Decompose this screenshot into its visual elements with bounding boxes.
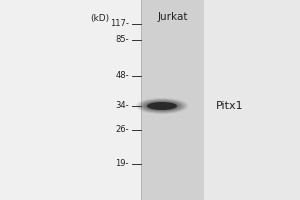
Ellipse shape <box>138 99 186 113</box>
Ellipse shape <box>142 100 182 112</box>
Text: 19-: 19- <box>116 160 129 168</box>
Bar <box>141 0 204 200</box>
Ellipse shape <box>147 102 177 110</box>
Text: 48-: 48- <box>116 72 129 80</box>
Ellipse shape <box>147 102 177 110</box>
Ellipse shape <box>140 100 184 112</box>
Text: 85-: 85- <box>116 36 129 45</box>
Text: 117-: 117- <box>110 20 129 28</box>
Text: Jurkat: Jurkat <box>157 12 188 22</box>
Text: 34-: 34- <box>116 102 129 110</box>
Bar <box>204 0 300 200</box>
Text: Pitx1: Pitx1 <box>216 101 244 111</box>
Ellipse shape <box>145 101 179 111</box>
Ellipse shape <box>136 98 188 114</box>
Text: (kD): (kD) <box>90 14 109 23</box>
Text: 26-: 26- <box>116 126 129 134</box>
